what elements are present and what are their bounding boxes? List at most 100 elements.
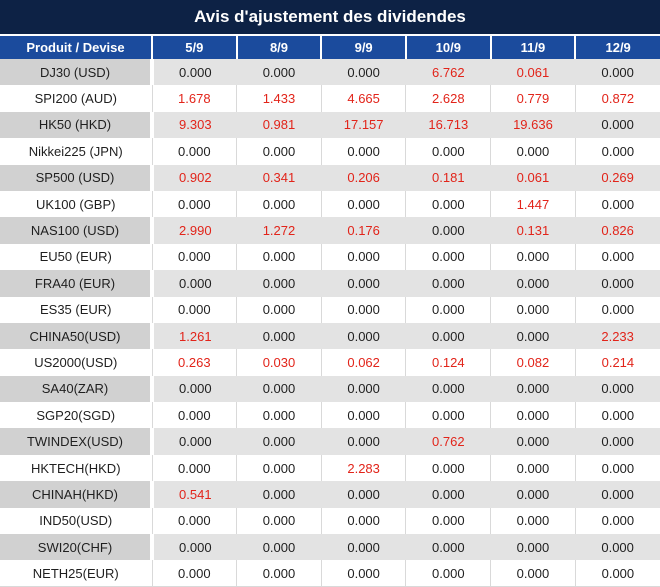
- value-cell: 0.000: [320, 138, 406, 165]
- value-cell: 0.000: [321, 375, 406, 403]
- value-cell: 0.000: [151, 560, 237, 587]
- value-cell: 0.000: [405, 296, 491, 323]
- value-cell: 0.000: [574, 507, 660, 535]
- table-row: CHINA50(USD) 1.261 0.000 0.000 0.000 0.000 2.2…: [0, 322, 660, 350]
- value-cell: 0.000: [575, 428, 660, 455]
- table-row: HK50 (HKD) 9.303 0.981 17.157 16.713 19.636 0.…: [0, 111, 660, 139]
- value-cell: 17.157: [321, 111, 406, 139]
- value-cell: 0.000: [405, 402, 491, 429]
- value-cell: 0.981: [236, 111, 322, 139]
- value-cell: 0.000: [405, 270, 491, 297]
- value-cell: 0.000: [574, 402, 660, 429]
- value-cell: 0.826: [575, 217, 660, 244]
- table-row: SP500 (USD) 0.902 0.341 0.206 0.181 0.061 0.26…: [0, 164, 660, 191]
- value-cell: 0.000: [405, 560, 491, 587]
- product-cell: UK100 (GBP): [0, 190, 152, 218]
- value-cell: 0.000: [405, 481, 491, 508]
- table-row: EU50 (EUR) 0.000 0.000 0.000 0.000 0.000 0.000: [0, 243, 660, 271]
- value-cell: 0.000: [575, 111, 660, 139]
- value-cell: 0.000: [320, 296, 406, 323]
- value-cell: 0.000: [490, 322, 576, 350]
- value-cell: 0.000: [575, 59, 660, 86]
- value-cell: 0.000: [575, 375, 660, 403]
- column-header-date: 11/9: [489, 36, 576, 59]
- value-cell: 2.628: [405, 85, 491, 112]
- value-cell: 0.762: [405, 428, 491, 455]
- value-cell: 0.341: [236, 164, 322, 191]
- value-cell: 0.000: [152, 59, 237, 86]
- value-cell: 0.000: [490, 402, 576, 429]
- table-row: Nikkei225 (JPN) 0.000 0.000 0.000 0.000 0.000…: [0, 138, 660, 165]
- product-cell: HKTECH(HKD): [0, 454, 152, 482]
- product-cell: CHINA50(USD): [0, 322, 154, 350]
- value-cell: 0.000: [236, 296, 322, 323]
- product-cell: FRA40 (EUR): [0, 270, 154, 297]
- column-header-date: 5/9: [151, 36, 237, 59]
- table-row: SWI20(CHF) 0.000 0.000 0.000 0.000 0.000 0.000: [0, 534, 660, 561]
- table-row: NAS100 (USD) 2.990 1.272 0.176 0.000 0.131 0.8…: [0, 217, 660, 244]
- table-row: HKTECH(HKD) 0.000 0.000 2.283 0.000 0.000 0.00…: [0, 454, 660, 482]
- value-cell: 0.000: [236, 507, 322, 535]
- value-cell: 0.000: [490, 534, 576, 561]
- value-cell: 0.000: [236, 454, 322, 482]
- value-cell: 0.124: [405, 349, 491, 376]
- dividends-table: Produit / Devise 5/9 8/9 9/9 10/9 11/9 12/9 DJ…: [0, 36, 660, 587]
- value-cell: 2.283: [320, 454, 406, 482]
- product-cell: CHINAH(HKD): [0, 481, 154, 508]
- value-cell: 0.062: [320, 349, 406, 376]
- table-row: TWINDEX(USD) 0.000 0.000 0.000 0.762 0.000 0.0…: [0, 428, 660, 455]
- value-cell: 0.000: [490, 270, 576, 297]
- value-cell: 0.000: [152, 428, 237, 455]
- value-cell: 1.678: [151, 85, 237, 112]
- value-cell: 0.000: [152, 270, 237, 297]
- column-header-date: 8/9: [235, 36, 322, 59]
- value-cell: 0.000: [490, 428, 576, 455]
- value-cell: 0.000: [321, 481, 406, 508]
- value-cell: 0.000: [320, 507, 406, 535]
- value-cell: 0.000: [320, 560, 406, 587]
- value-cell: 0.030: [236, 349, 322, 376]
- table-row: ES35 (EUR) 0.000 0.000 0.000 0.000 0.000 0.000: [0, 296, 660, 323]
- value-cell: 0.000: [490, 560, 576, 587]
- value-cell: 0.181: [405, 164, 491, 191]
- product-cell: NETH25(EUR): [0, 560, 152, 587]
- product-cell: SWI20(CHF): [0, 534, 154, 561]
- product-cell: SP500 (USD): [0, 164, 154, 191]
- value-cell: 1.261: [152, 322, 237, 350]
- value-cell: 0.000: [321, 270, 406, 297]
- value-cell: 0.061: [490, 59, 576, 86]
- value-cell: 0.000: [236, 534, 322, 561]
- value-cell: 0.000: [405, 454, 491, 482]
- value-cell: 0.541: [152, 481, 237, 508]
- value-cell: 0.000: [490, 243, 576, 271]
- value-cell: 0.000: [405, 375, 491, 403]
- value-cell: 0.000: [490, 507, 576, 535]
- value-cell: 0.000: [236, 560, 322, 587]
- value-cell: 0.000: [321, 428, 406, 455]
- value-cell: 16.713: [405, 111, 491, 139]
- value-cell: 1.433: [236, 85, 322, 112]
- value-cell: 0.000: [236, 322, 322, 350]
- value-cell: 0.269: [575, 164, 660, 191]
- value-cell: 0.000: [236, 270, 322, 297]
- value-cell: 0.000: [574, 560, 660, 587]
- value-cell: 0.000: [151, 138, 237, 165]
- value-cell: 0.000: [490, 481, 576, 508]
- value-cell: 0.082: [490, 349, 576, 376]
- value-cell: 0.000: [320, 402, 406, 429]
- table-row: FRA40 (EUR) 0.000 0.000 0.000 0.000 0.000 0.00…: [0, 270, 660, 297]
- value-cell: 0.000: [405, 507, 491, 535]
- value-cell: 0.000: [405, 534, 491, 561]
- value-cell: 6.762: [405, 59, 491, 86]
- product-cell: SPI200 (AUD): [0, 85, 152, 112]
- table-row: SPI200 (AUD) 1.678 1.433 4.665 2.628 0.779 0.8…: [0, 85, 660, 112]
- product-cell: DJ30 (USD): [0, 59, 154, 86]
- value-cell: 9.303: [152, 111, 237, 139]
- column-header-date: 9/9: [320, 36, 406, 59]
- value-cell: 0.000: [405, 190, 491, 218]
- value-cell: 0.176: [321, 217, 406, 244]
- value-cell: 4.665: [320, 85, 406, 112]
- value-cell: 19.636: [490, 111, 576, 139]
- value-cell: 0.000: [321, 322, 406, 350]
- product-cell: ES35 (EUR): [0, 296, 152, 323]
